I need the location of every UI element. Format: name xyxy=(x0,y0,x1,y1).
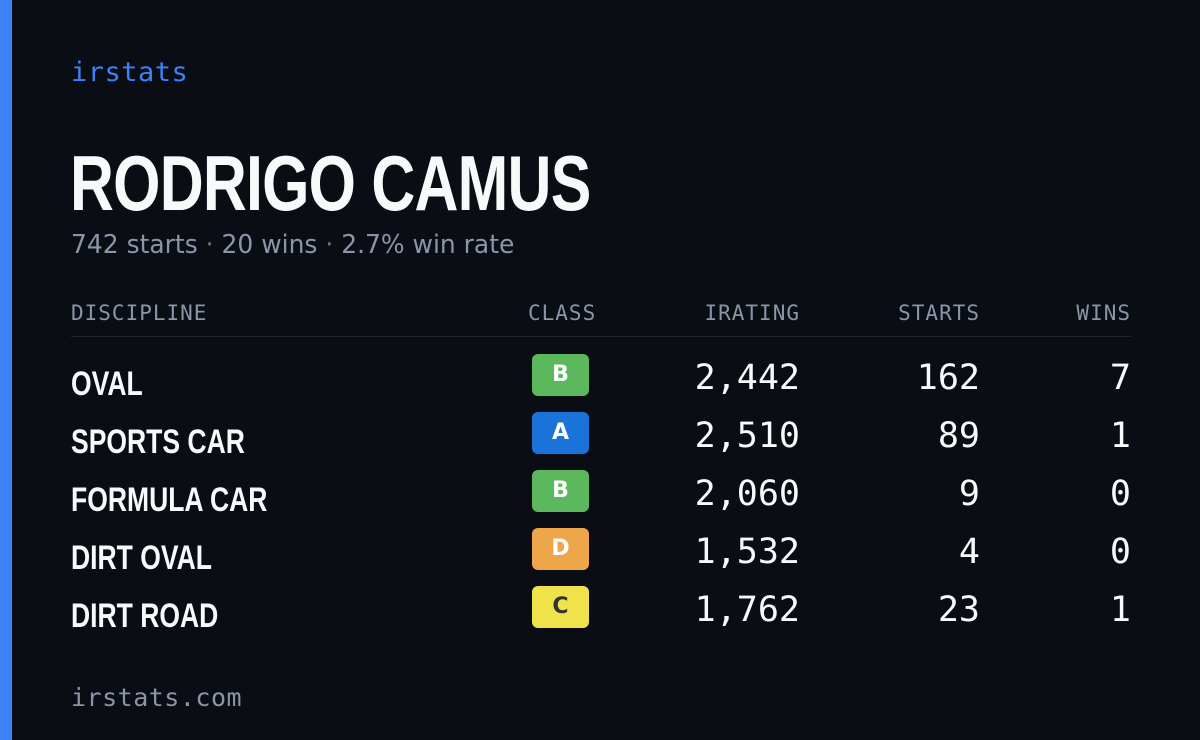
footer-url: irstats.com xyxy=(71,683,243,712)
wins-value: 1 xyxy=(1109,590,1131,630)
table-row: DIRT ROAD C 1,762 23 1 xyxy=(71,582,1131,640)
separator: · xyxy=(205,230,214,260)
driver-name: RODRIGO CAMUS xyxy=(70,139,591,227)
discipline-name: DIRT ROAD xyxy=(71,597,219,635)
accent-bar xyxy=(0,0,12,740)
table-row: FORMULA CAR B 2,060 9 0 xyxy=(71,466,1131,524)
separator: · xyxy=(325,230,334,260)
class-badge: D xyxy=(532,528,589,570)
class-badge: B xyxy=(532,470,589,512)
table-row: OVAL B 2,442 162 7 xyxy=(71,350,1131,408)
header-irating: IRATING xyxy=(704,301,800,325)
class-badge: B xyxy=(532,354,589,396)
table-row: DIRT OVAL D 1,532 4 0 xyxy=(71,524,1131,582)
header-class: CLASS xyxy=(528,301,597,325)
starts-value: 23 xyxy=(937,590,980,630)
table-header: DISCIPLINE CLASS IRATING STARTS WINS xyxy=(71,298,1131,337)
class-badge: A xyxy=(532,412,589,454)
table-row: SPORTS CAR A 2,510 89 1 xyxy=(71,408,1131,466)
wins-value: 1 xyxy=(1109,416,1131,456)
wins-summary: 20 wins xyxy=(221,230,318,260)
starts-value: 89 xyxy=(937,416,980,456)
discipline-name: DIRT OVAL xyxy=(71,539,212,577)
starts-value: 9 xyxy=(958,474,980,514)
irating-value: 1,762 xyxy=(694,590,800,630)
header-discipline: DISCIPLINE xyxy=(71,301,208,325)
wins-value: 7 xyxy=(1109,358,1131,398)
brand-logo: irstats xyxy=(71,57,189,88)
irating-value: 2,442 xyxy=(694,358,800,398)
irating-value: 2,060 xyxy=(694,474,800,514)
win-rate-summary: 2.7% win rate xyxy=(341,230,515,260)
header-starts: STARTS xyxy=(898,301,980,325)
class-badge: C xyxy=(532,586,589,628)
irating-value: 1,532 xyxy=(694,532,800,572)
starts-summary: 742 starts xyxy=(71,230,198,260)
starts-value: 162 xyxy=(916,358,980,398)
discipline-name: SPORTS CAR xyxy=(71,423,245,461)
discipline-name: FORMULA CAR xyxy=(71,481,268,519)
wins-value: 0 xyxy=(1109,532,1131,572)
starts-value: 4 xyxy=(958,532,980,572)
discipline-table: OVAL B 2,442 162 7 SPORTS CAR A 2,510 89… xyxy=(71,350,1131,640)
wins-value: 0 xyxy=(1109,474,1131,514)
irating-value: 2,510 xyxy=(694,416,800,456)
discipline-name: OVAL xyxy=(71,365,143,403)
driver-summary: 742 starts · 20 wins · 2.7% win rate xyxy=(71,228,514,262)
header-wins: WINS xyxy=(1076,301,1131,325)
